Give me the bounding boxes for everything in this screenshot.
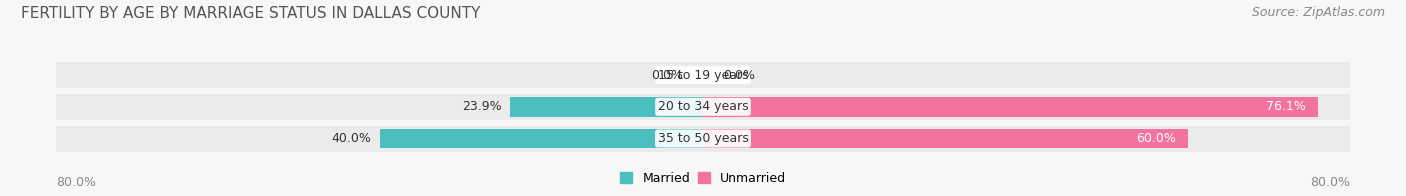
Text: 23.9%: 23.9%: [463, 100, 502, 113]
Bar: [703, 129, 1188, 148]
Text: Source: ZipAtlas.com: Source: ZipAtlas.com: [1251, 6, 1385, 19]
Text: FERTILITY BY AGE BY MARRIAGE STATUS IN DALLAS COUNTY: FERTILITY BY AGE BY MARRIAGE STATUS IN D…: [21, 6, 481, 21]
Bar: [56, 62, 1350, 88]
Bar: [56, 94, 1350, 120]
Legend: Married, Unmarried: Married, Unmarried: [614, 167, 792, 190]
Text: 0.0%: 0.0%: [651, 69, 683, 82]
Text: 80.0%: 80.0%: [56, 176, 96, 189]
Bar: [510, 97, 703, 117]
Text: 0.0%: 0.0%: [723, 69, 755, 82]
Text: 80.0%: 80.0%: [1310, 176, 1350, 189]
Text: 76.1%: 76.1%: [1267, 100, 1306, 113]
Text: 60.0%: 60.0%: [1136, 132, 1175, 145]
Bar: [703, 97, 1319, 117]
Text: 15 to 19 years: 15 to 19 years: [658, 69, 748, 82]
Bar: [56, 125, 1350, 152]
Bar: [380, 129, 703, 148]
Text: 20 to 34 years: 20 to 34 years: [658, 100, 748, 113]
Text: 35 to 50 years: 35 to 50 years: [658, 132, 748, 145]
Text: 40.0%: 40.0%: [332, 132, 371, 145]
